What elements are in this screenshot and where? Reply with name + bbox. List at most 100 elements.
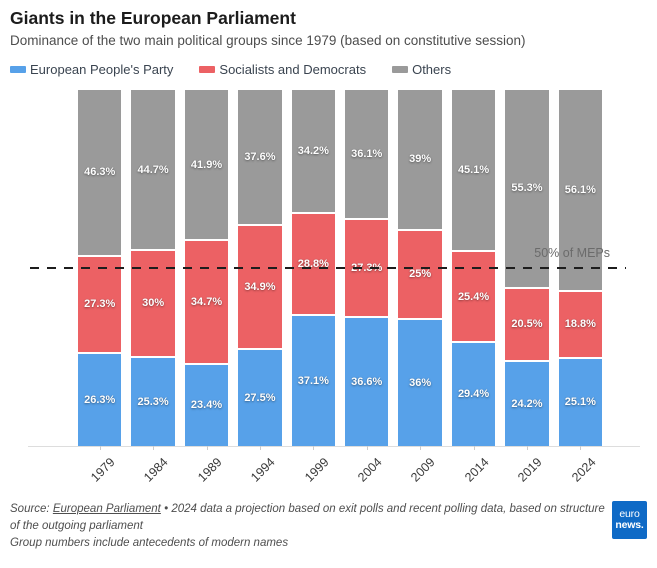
bar-segment-sd: 27.3% bbox=[78, 254, 122, 352]
segment-value-label: 56.1% bbox=[564, 183, 596, 196]
segment-value-label: 25% bbox=[409, 268, 432, 281]
segment-value-label: 26.3% bbox=[84, 393, 116, 406]
stacked-bar-chart: 46.3% 27.3% 26.3% 1979 44.7% 30% 25.3% 1984 41.9… bbox=[28, 89, 640, 493]
segment-value-label: 34.7% bbox=[190, 295, 223, 308]
bar-segment-others: 55.3% bbox=[505, 89, 549, 287]
segment-value-label: 44.7% bbox=[137, 163, 169, 176]
segment-value-label: 36% bbox=[409, 376, 432, 389]
segment-value-label: 30% bbox=[142, 297, 165, 310]
footer-note: Group numbers include antecedents of mod… bbox=[10, 537, 289, 550]
segment-value-label: 39% bbox=[409, 153, 432, 166]
source-text: Source: European Parliament • 2024 data … bbox=[10, 501, 606, 553]
bar-segment-epp: 25.1% bbox=[558, 356, 603, 446]
axis-tick bbox=[313, 445, 315, 450]
bars-container: 46.3% 27.3% 26.3% 1979 44.7% 30% 25.3% 1984 41.9… bbox=[28, 89, 640, 485]
segment-value-label: 27.5% bbox=[244, 391, 276, 404]
segment-value-label: 41.9% bbox=[190, 158, 223, 171]
legend-label: European People's Party bbox=[30, 61, 174, 77]
bar-segment-sd: 25% bbox=[398, 228, 442, 318]
bar-column: 56.1% 18.8% 25.1% 2024 bbox=[558, 89, 603, 485]
chart-card: Giants in the European Parliament Domina… bbox=[10, 8, 647, 553]
bar-segment-sd: 28.8% bbox=[291, 211, 336, 314]
bar-segment-others: 39% bbox=[398, 89, 442, 229]
bar-segment-epp: 36.6% bbox=[345, 315, 389, 446]
segment-value-label: 25.3% bbox=[137, 395, 169, 408]
axis-tick bbox=[420, 445, 422, 450]
bar-segment-sd: 34.7% bbox=[184, 239, 229, 363]
bar-segment-epp: 26.3% bbox=[78, 351, 122, 446]
bar-segment-epp: 29.4% bbox=[451, 340, 496, 446]
bar-column: 39% 25% 36% 2009 bbox=[398, 89, 442, 485]
bar-segment-epp: 24.2% bbox=[505, 359, 549, 446]
source-link[interactable]: European Parliament bbox=[52, 502, 161, 515]
segment-value-label: 25.1% bbox=[564, 396, 596, 409]
bar-segment-others: 46.3% bbox=[78, 89, 122, 255]
segment-value-label: 36.6% bbox=[351, 375, 383, 388]
bar-segment-epp: 27.5% bbox=[238, 348, 282, 446]
page-subtitle: Dominance of the two main political grou… bbox=[10, 33, 526, 49]
bar-segment-epp: 36% bbox=[398, 317, 442, 446]
bar-segment-epp: 25.3% bbox=[131, 355, 175, 446]
segment-value-label: 37.6% bbox=[244, 150, 276, 163]
axis-tick bbox=[206, 445, 208, 450]
legend-item-sd: Socialists and Democrats bbox=[199, 62, 366, 77]
source-prefix: Source: bbox=[10, 502, 50, 515]
segment-value-label: 27.3% bbox=[84, 298, 116, 311]
legend-item-epp: European People's Party bbox=[10, 62, 173, 77]
reference-line-label: 50% of MEPs bbox=[534, 245, 610, 260]
bar-segment-others: 37.6% bbox=[238, 89, 282, 224]
bar-segment-sd: 20.5% bbox=[505, 286, 549, 360]
segment-value-label: 18.8% bbox=[564, 318, 596, 331]
bar-column: 46.3% 27.3% 26.3% 1979 bbox=[78, 89, 122, 485]
segment-value-label: 34.9% bbox=[244, 280, 276, 293]
bar-segment-sd: 25.4% bbox=[451, 250, 496, 341]
source-description: • 2024 data a projection based on exit p… bbox=[10, 502, 605, 533]
bar-segment-others: 41.9% bbox=[184, 89, 229, 240]
segment-value-label: 46.3% bbox=[84, 166, 116, 179]
bar-segment-others: 36.1% bbox=[345, 89, 389, 219]
bar-column: 55.3% 20.5% 24.2% 2019 bbox=[505, 89, 549, 485]
page-title: Giants in the European Parliament bbox=[10, 8, 296, 28]
axis-tick bbox=[473, 445, 475, 450]
euronews-logo[interactable]: euro news. bbox=[612, 500, 647, 539]
segment-value-label: 25.4% bbox=[457, 290, 490, 303]
bar-segment-sd: 30% bbox=[131, 249, 175, 356]
axis-tick bbox=[153, 445, 155, 450]
euronews-logo-line1: euro bbox=[619, 508, 640, 521]
bar-segment-sd: 18.8% bbox=[558, 289, 603, 357]
bar-segment-sd: 34.9% bbox=[238, 223, 282, 349]
legend-swatch-icon bbox=[199, 65, 216, 73]
axis-tick bbox=[366, 445, 368, 450]
legend-item-others: Others bbox=[392, 62, 451, 77]
segment-value-label: 36.1% bbox=[351, 148, 383, 161]
bar-segment-others: 56.1% bbox=[558, 89, 603, 290]
footer: Source: European Parliament • 2024 data … bbox=[10, 500, 647, 553]
bar-segment-others: 34.2% bbox=[291, 89, 336, 212]
legend: European People's Party Socialists and De… bbox=[10, 62, 647, 77]
bar-column: 44.7% 30% 25.3% 1984 bbox=[131, 89, 175, 485]
plot-area: 46.3% 27.3% 26.3% 1979 44.7% 30% 25.3% 1984 41.9… bbox=[28, 89, 640, 485]
segment-value-label: 37.1% bbox=[297, 374, 329, 387]
segment-value-label: 20.5% bbox=[511, 318, 543, 331]
segment-value-label: 55.3% bbox=[511, 182, 543, 195]
segment-value-label: 34.2% bbox=[297, 144, 329, 157]
euronews-logo-line2: news. bbox=[615, 518, 644, 531]
fifty-percent-reference-line bbox=[30, 266, 626, 269]
axis-tick bbox=[526, 445, 528, 450]
segment-value-label: 29.4% bbox=[457, 388, 490, 401]
segment-value-label: 23.4% bbox=[190, 399, 223, 412]
x-axis bbox=[28, 447, 640, 493]
segment-value-label: 28.8% bbox=[297, 257, 329, 270]
segment-value-label: 24.2% bbox=[511, 397, 543, 410]
bar-segment-epp: 23.4% bbox=[184, 362, 229, 446]
segment-value-label: 45.1% bbox=[457, 164, 490, 177]
bar-segment-others: 45.1% bbox=[451, 89, 496, 251]
legend-swatch-icon bbox=[392, 65, 409, 73]
bar-column: 37.6% 34.9% 27.5% 1994 bbox=[238, 89, 282, 485]
legend-label: Others bbox=[412, 61, 452, 77]
bar-segment-others: 44.7% bbox=[131, 89, 175, 250]
legend-label: Socialists and Democrats bbox=[219, 61, 367, 77]
axis-tick bbox=[580, 445, 582, 450]
bar-column: 45.1% 25.4% 29.4% 2014 bbox=[451, 89, 496, 485]
bar-column: 34.2% 28.8% 37.1% 1999 bbox=[291, 89, 336, 485]
